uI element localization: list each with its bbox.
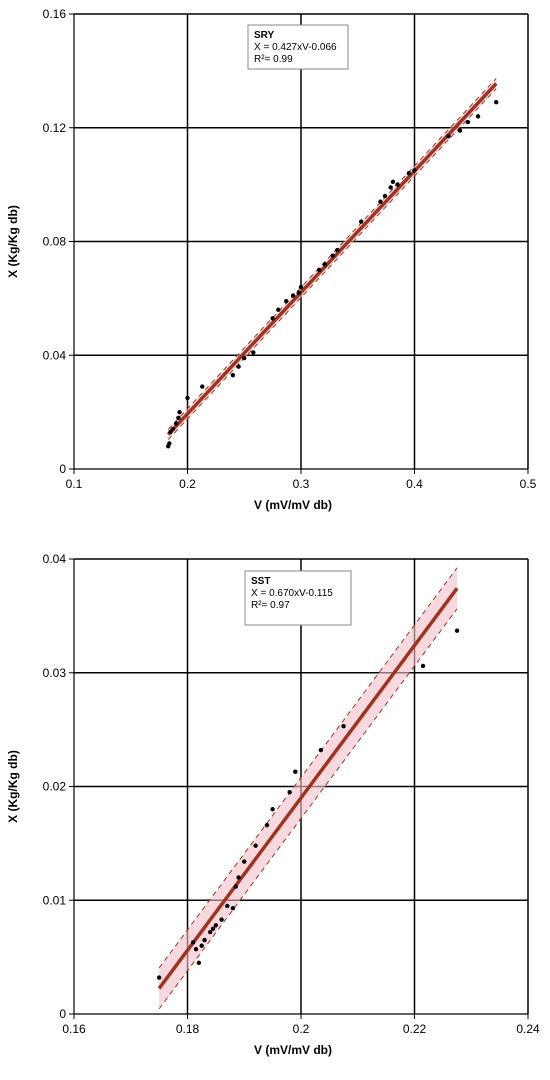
data-point — [284, 299, 289, 304]
data-point — [318, 747, 324, 753]
y-tick-label: 0.03 — [43, 666, 67, 680]
data-point — [322, 262, 328, 267]
data-point — [208, 929, 213, 935]
data-point — [270, 807, 275, 812]
y-tick-label: 0.01 — [43, 893, 67, 907]
data-point — [210, 926, 216, 931]
data-point — [242, 355, 247, 361]
data-point — [242, 859, 247, 864]
data-point — [287, 789, 292, 795]
y-tick-label: 0.12 — [43, 121, 67, 135]
data-point — [420, 663, 426, 669]
data-point — [230, 906, 236, 911]
y-tick-label: 0.04 — [43, 348, 67, 362]
x-axis-label: V (mV/mV db) — [254, 1043, 332, 1057]
data-point — [330, 253, 335, 258]
data-point — [196, 960, 202, 966]
data-point — [264, 822, 270, 828]
y-tick-label: 0 — [59, 1007, 66, 1021]
data-point — [225, 903, 230, 909]
data-point — [185, 395, 190, 401]
data-point — [230, 372, 236, 378]
annotation-r2: R²= 0.97 — [251, 600, 290, 611]
chart-panel-1: 0.1 0.2 0.3 0.4 0.5 0 0.04 0.08 0.12 0.16 V (mV/mV… — [6, 7, 537, 512]
data-point — [236, 364, 241, 369]
regression-line — [157, 587, 459, 990]
data-point — [193, 946, 199, 952]
x-tick-label: 0.18 — [176, 1022, 200, 1036]
data-point — [156, 975, 162, 980]
lower-bound-line — [158, 608, 458, 1010]
data-point — [270, 316, 275, 321]
data-point — [382, 193, 388, 199]
y-tick-label: 0.04 — [43, 552, 67, 566]
annotation-title: SST — [251, 576, 270, 587]
data-point — [494, 99, 499, 105]
y-tick-label: 0.08 — [43, 235, 67, 249]
chart-panel-2: 0.16 0.18 0.2 0.22 0.24 0 0.01 0.02 0.03 0.04 V (m… — [6, 552, 540, 1057]
data-point — [173, 421, 179, 426]
upper-bound-line — [158, 567, 458, 969]
x-tick-label: 0.22 — [403, 1022, 427, 1036]
data-point — [233, 884, 238, 889]
data-point — [251, 350, 256, 355]
data-point — [457, 128, 463, 133]
data-point — [190, 940, 196, 945]
data-point — [316, 267, 322, 273]
x-tick-label: 0.3 — [293, 477, 310, 491]
data-point — [200, 384, 205, 389]
x-tick-label: 0.2 — [179, 477, 196, 491]
data-point — [298, 284, 304, 290]
data-point — [454, 628, 460, 633]
x-tick-label: 0.1 — [66, 477, 83, 491]
data-point — [213, 923, 219, 928]
data-point — [276, 307, 281, 312]
data-point — [170, 426, 175, 432]
x-axis-label: V (mV/mV db) — [254, 498, 332, 512]
annotation-box — [244, 570, 352, 626]
data-point — [406, 171, 412, 176]
data-point — [202, 937, 207, 943]
data-point — [358, 219, 364, 224]
lower-bound-line — [167, 88, 497, 440]
data-point — [475, 114, 481, 119]
x-tick-label: 0.5 — [520, 477, 537, 491]
data-point — [176, 415, 181, 421]
annotation-r2: R²= 0.99 — [254, 54, 293, 65]
x-tick-label: 0.2 — [293, 1022, 310, 1036]
data-point — [341, 724, 346, 729]
data-point — [177, 409, 182, 415]
y-tick-label: 0 — [59, 462, 66, 476]
y-axis-label: X (Kg/Kg db) — [6, 205, 20, 278]
data-point — [236, 875, 241, 880]
y-tick-label: 0.16 — [43, 7, 67, 21]
data-point — [335, 247, 340, 253]
x-tick-label: 0.16 — [62, 1022, 86, 1036]
upper-bound-line — [167, 78, 497, 430]
data-point — [296, 290, 301, 295]
data-point — [412, 168, 417, 173]
annotation-box — [247, 24, 349, 70]
data-point — [219, 917, 224, 922]
regression-line — [166, 82, 498, 436]
data-point — [388, 185, 393, 190]
x-tick-label: 0.24 — [516, 1022, 540, 1036]
y-axis-label: X (Kg/Kg db) — [6, 750, 20, 823]
data-point — [378, 199, 383, 204]
data-point — [167, 441, 172, 446]
data-point — [293, 769, 298, 774]
x-tick-label: 0.4 — [406, 477, 423, 491]
data-point — [446, 134, 451, 139]
data-point — [253, 843, 258, 848]
data-point — [465, 119, 471, 125]
y-tick-label: 0.02 — [43, 780, 67, 794]
data-point — [199, 943, 204, 948]
data-point — [390, 179, 396, 184]
annotation-equation: X = 0.427xV-0.066 — [254, 42, 337, 53]
annotation-equation: X = 0.670xV-0.115 — [251, 588, 333, 599]
annotation-title: SRY — [254, 30, 275, 41]
data-point — [290, 293, 296, 298]
data-point — [395, 182, 400, 187]
